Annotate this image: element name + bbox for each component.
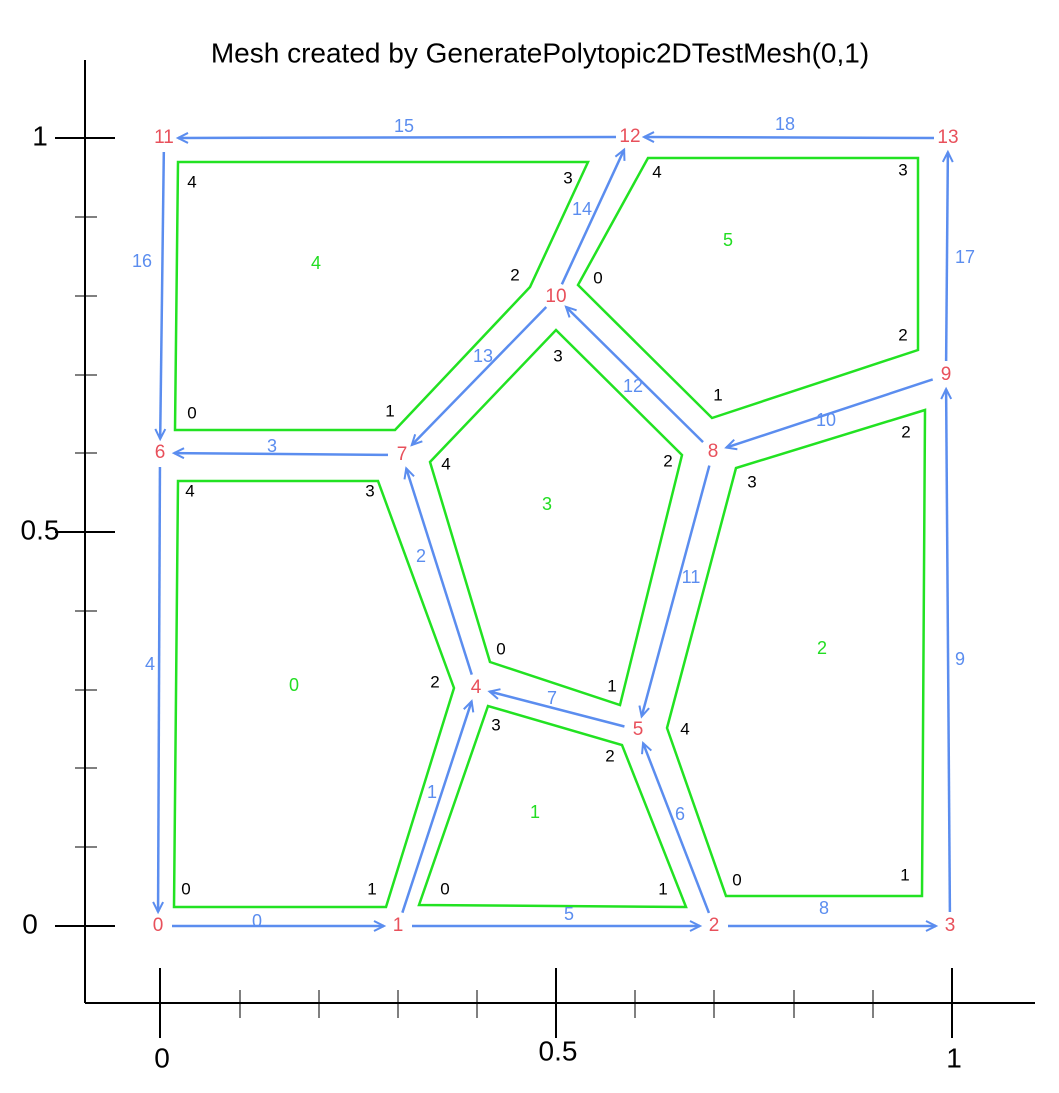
- edge-label: 0: [252, 911, 262, 931]
- node-label: 11: [154, 127, 174, 148]
- edge-arrow: [638, 465, 711, 719]
- node-label: 4: [471, 677, 482, 698]
- edge-label: 7: [547, 688, 557, 708]
- local-vertex-label: 4: [441, 454, 450, 473]
- x-tick-label: 0: [154, 1042, 170, 1073]
- local-vertex-label: 1: [713, 385, 722, 404]
- edge-label: 15: [394, 116, 414, 136]
- edge-label: 13: [473, 346, 493, 366]
- node-label: 5: [633, 719, 644, 740]
- edge-arrow: [410, 306, 548, 447]
- edge-label: 14: [572, 199, 592, 219]
- element-label: 3: [542, 494, 552, 514]
- y-tick-label: 0: [22, 908, 38, 939]
- node-label: 9: [941, 364, 952, 385]
- local-vertex-label: 3: [563, 168, 572, 187]
- edge-arrow: [940, 386, 953, 913]
- local-vertex-label: 2: [901, 422, 910, 441]
- element-boundary: [173, 160, 590, 432]
- edge-label: 11: [682, 567, 701, 587]
- node-label: 7: [397, 444, 408, 465]
- node-label: 2: [709, 915, 720, 936]
- edge-label: 9: [955, 649, 965, 669]
- edge-arrow: [175, 132, 617, 144]
- element-boundary: [172, 479, 456, 909]
- local-vertex-label: 0: [496, 639, 505, 658]
- edge-label: 3: [267, 436, 277, 456]
- element-label: 5: [723, 230, 733, 250]
- local-vertex-label: 2: [510, 265, 519, 284]
- edge-arrow: [401, 699, 475, 914]
- local-vertex-label: 2: [663, 451, 672, 470]
- edge-label: 17: [955, 247, 975, 267]
- local-vertex-label: 0: [732, 870, 741, 889]
- edge-label: 10: [816, 410, 836, 430]
- title: Mesh created by GeneratePolytopic2DTestM…: [211, 37, 869, 68]
- edge-arrow: [154, 151, 167, 442]
- y-tick-label: 1: [32, 120, 48, 151]
- edge-label: 18: [775, 114, 795, 134]
- edge-label: 16: [132, 251, 152, 271]
- edge-label: 5: [564, 904, 574, 924]
- edge-label: 8: [819, 898, 829, 918]
- local-vertex-label: 0: [181, 879, 190, 898]
- local-vertex-label: 0: [593, 268, 602, 287]
- element-label: 4: [311, 253, 321, 273]
- local-vertex-label: 4: [652, 162, 661, 181]
- element-boundary: [576, 156, 920, 420]
- local-vertex-label: 2: [898, 325, 907, 344]
- local-vertex-label: 1: [658, 879, 667, 898]
- edge-arrow: [560, 147, 626, 285]
- x-tick-label: 1: [946, 1042, 962, 1073]
- local-vertex-label: 0: [440, 879, 449, 898]
- local-vertex-label: 3: [365, 481, 374, 500]
- element-label: 0: [289, 675, 299, 695]
- node-label: 1: [393, 915, 404, 936]
- local-vertex-label: 4: [680, 719, 689, 738]
- edge-arrow: [487, 688, 625, 728]
- node-label: 8: [708, 441, 719, 462]
- element-boundary: [428, 328, 684, 707]
- edge-arrow: [403, 466, 473, 676]
- edge-arrow: [564, 305, 704, 444]
- edge-arrow: [941, 149, 954, 362]
- edge-label: 1: [427, 782, 437, 802]
- node-label: 13: [937, 127, 958, 148]
- y-tick-label: 0.5: [21, 514, 60, 545]
- node-label: 3: [945, 915, 956, 936]
- local-vertex-label: 3: [553, 346, 562, 365]
- local-vertex-label: 1: [385, 401, 394, 420]
- element-label: 1: [530, 802, 540, 822]
- edge-arrow: [724, 378, 934, 451]
- element-boundary: [665, 408, 927, 898]
- edge-arrow: [641, 740, 711, 914]
- local-vertex-label: 3: [898, 160, 907, 179]
- edge-label: 4: [145, 654, 155, 674]
- local-vertex-label: 1: [367, 879, 376, 898]
- element-label: 2: [817, 638, 827, 658]
- edge-label: 6: [675, 804, 685, 824]
- edge-label: 12: [623, 376, 643, 396]
- edge-label: 2: [416, 546, 426, 566]
- local-vertex-label: 2: [605, 746, 614, 765]
- local-vertex-label: 2: [430, 672, 439, 691]
- local-vertex-label: 1: [607, 676, 616, 695]
- node-label: 12: [619, 126, 640, 147]
- local-vertex-label: 3: [491, 715, 500, 734]
- node-label: 10: [545, 286, 566, 307]
- node-label: 0: [153, 915, 164, 936]
- local-vertex-label: 0: [187, 403, 196, 422]
- edge-arrow: [171, 447, 389, 460]
- local-vertex-label: 4: [187, 172, 196, 191]
- x-tick-label: 0.5: [539, 1035, 578, 1066]
- element-boundary: [417, 704, 688, 909]
- edge-arrow: [641, 131, 935, 143]
- node-label: 6: [155, 442, 166, 463]
- local-vertex-label: 4: [185, 481, 194, 500]
- edge-arrow: [152, 466, 164, 915]
- local-vertex-label: 1: [900, 865, 909, 884]
- local-vertex-label: 3: [747, 472, 756, 491]
